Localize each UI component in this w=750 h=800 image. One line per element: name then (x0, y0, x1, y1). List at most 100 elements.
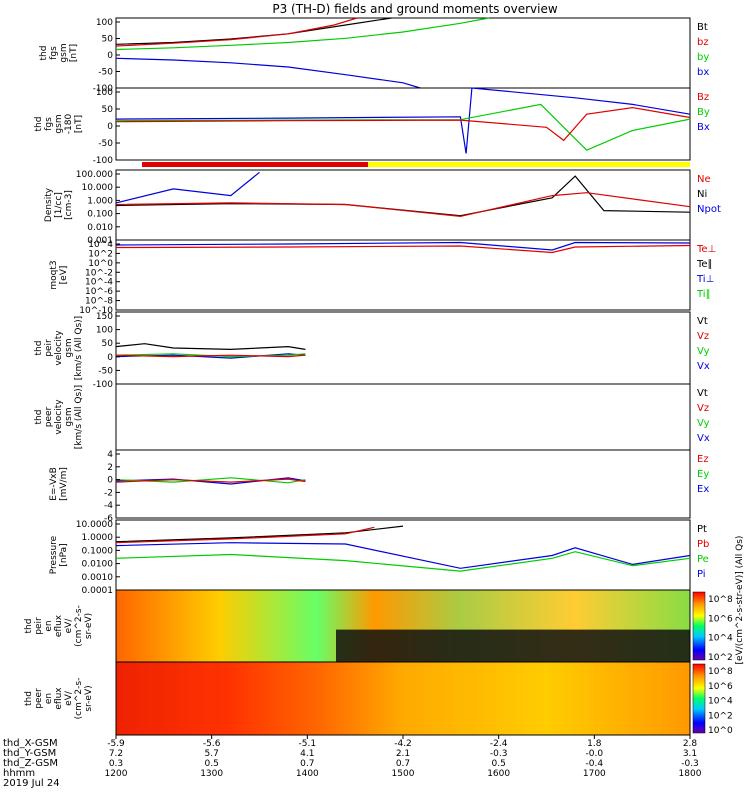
y-tick-label: 150 (96, 312, 113, 322)
y-tick-label: 0 (107, 476, 113, 486)
y-axis-label: thd peer velocity gsm [km/s (All Qs)] (34, 385, 84, 449)
legend-Ne: Ne (697, 174, 711, 185)
y-axis-label-line: thd (24, 619, 34, 634)
figure-title: P3 (TH-D) fields and ground moments over… (272, 2, 557, 16)
y-tick-label: 0.1000 (82, 546, 114, 556)
series-Bz (115, 106, 691, 142)
y-axis-label-line: [nT] (69, 44, 79, 62)
y-axis-label-line: Pressure (49, 535, 59, 574)
y-tick-label: -50 (98, 366, 113, 376)
x-tick-label: 1700 (583, 769, 606, 779)
x-tick-label: 1400 (296, 769, 319, 779)
x-tick-label: -2.4 (490, 739, 508, 749)
y-tick-label: 0.100 (87, 210, 113, 220)
x-tick-label: 3.1 (683, 749, 697, 759)
x-tick-label: 0.7 (300, 759, 314, 769)
x-tick-label: 0.5 (205, 759, 219, 769)
y-axis-label-line: gsm (59, 43, 69, 62)
x-tick-label: 1200 (105, 769, 128, 779)
legend-By: By (697, 107, 710, 118)
y-axis-label-line: eflux (54, 687, 64, 710)
y-tick-label: 10^-4 (85, 278, 113, 288)
mode-bar-yellow (368, 162, 690, 167)
y-axis-label-line: fgs (49, 46, 59, 60)
legend-Bx: Bx (697, 122, 710, 133)
y-axis-label-line: (cm^2-s- (74, 605, 84, 647)
y-axis-label-line: [km/s (All Qs)] (74, 385, 84, 449)
x-tick-label: -0.3 (681, 759, 699, 769)
legend-Vt: Vt (697, 388, 708, 399)
panel-peer_eflux: 10^8 10^6 10^4 10^2 10^0 thd peer en eflux eV/(cm… (24, 661, 733, 736)
x-tick-label: 1600 (487, 769, 510, 779)
x-tick-label: 0.3 (109, 759, 123, 769)
y-axis-label-line: en (44, 620, 54, 631)
y-tick-label: -4 (104, 501, 113, 511)
y-axis-label-line: E=-VxB (49, 467, 59, 501)
y-tick-label: 100 (96, 326, 113, 336)
y-tick-label: -50 (98, 139, 113, 149)
y-tick-label: -100 (93, 156, 114, 166)
colorbar-tick-label: 10^0 (708, 726, 733, 736)
colorbar-tick-label: 10^8 (708, 595, 733, 605)
y-axis-label-line: eV/ (64, 618, 74, 634)
y-axis-label-line: Density (44, 187, 54, 222)
panel-peir_eflux: 10^8 10^6 10^4 10^2 thd peir en eflux eV/(cm^2-s… (24, 589, 733, 663)
panel-fgs_gsm: 100 50 0 -50 -100 Bz By Bx thd fgs gsm -180 [nT] (34, 87, 710, 166)
x-tick-label: -5.1 (299, 739, 317, 749)
legend-Ti∥: Ti∥ (696, 289, 711, 300)
y-axis-label-line: moqt3 (49, 260, 59, 289)
panel-frame (115, 17, 691, 89)
x-tick-label: -5.9 (107, 739, 125, 749)
y-axis-label-line: peir (44, 339, 54, 357)
x-axis-row-name: thd_Z-GSM (3, 758, 58, 769)
x-tick-label: 1800 (679, 769, 702, 779)
legend-Vx: Vx (697, 433, 710, 444)
y-tick-label: 1.0000 (82, 533, 114, 543)
y-tick-label: 10.0000 (76, 520, 113, 530)
legend-Pb: Pb (697, 539, 709, 550)
x-tick-label: -4.2 (394, 739, 412, 749)
y-tick-label: 2 (107, 463, 113, 473)
y-tick-label: 0 (107, 51, 113, 61)
series-Pt (115, 525, 404, 543)
legend-Bt: Bt (697, 22, 708, 33)
y-tick-label: -100 (93, 84, 114, 94)
y-tick-label: 50 (102, 35, 114, 45)
y-tick-label: 0.0100 (82, 560, 114, 570)
y-axis-label-line: gsm (64, 407, 74, 426)
legend-Ez: Ez (697, 454, 709, 465)
x-tick-label: 2.8 (683, 739, 698, 749)
y-tick-label: 10^-6 (85, 287, 113, 297)
series-bz (115, 17, 358, 47)
y-tick-label: 100 (96, 18, 113, 28)
y-tick-label: 0.010 (87, 223, 113, 233)
y-axis-label: thd fgs gsm -180 [nT] (34, 114, 84, 135)
legend-bx: bx (697, 67, 709, 78)
colorbar (692, 663, 706, 734)
y-axis-label-line: [mV/m] (59, 467, 69, 501)
y-axis-label-line: peer (44, 406, 54, 427)
panel-frame (115, 383, 691, 451)
legend-Vy: Vy (697, 418, 710, 429)
x-axis-group: thd_X-GSM -5.9 -5.6 -5.1 -4.2 -2.4 1.8 2.8 thd_Y… (3, 536, 745, 789)
series-Ne (115, 192, 691, 218)
y-axis-label-line: velocity (54, 330, 64, 366)
series-Bt (115, 17, 392, 45)
y-axis-label-line: sr-eV) (84, 685, 94, 711)
colorbar-tick-label: 10^8 (708, 667, 733, 677)
y-axis-label-line: velocity (54, 399, 64, 435)
x-tick-label: 4.1 (300, 749, 314, 759)
legend-Ti⊥: Ti⊥ (696, 274, 714, 285)
y-tick-label: 10^-10 (79, 306, 113, 316)
spectrogram-peer_eflux (116, 662, 690, 735)
series-Vz (115, 354, 306, 358)
y-axis-label: moqt3 [eV] (49, 260, 69, 289)
y-tick-label: 0.0001 (82, 586, 114, 596)
series-Vy (115, 353, 306, 358)
legend-bz: bz (697, 37, 709, 48)
y-tick-label: 0.0010 (82, 573, 114, 583)
x-tick-label: 1300 (200, 769, 223, 779)
y-axis-label-line: gsm (64, 338, 74, 357)
